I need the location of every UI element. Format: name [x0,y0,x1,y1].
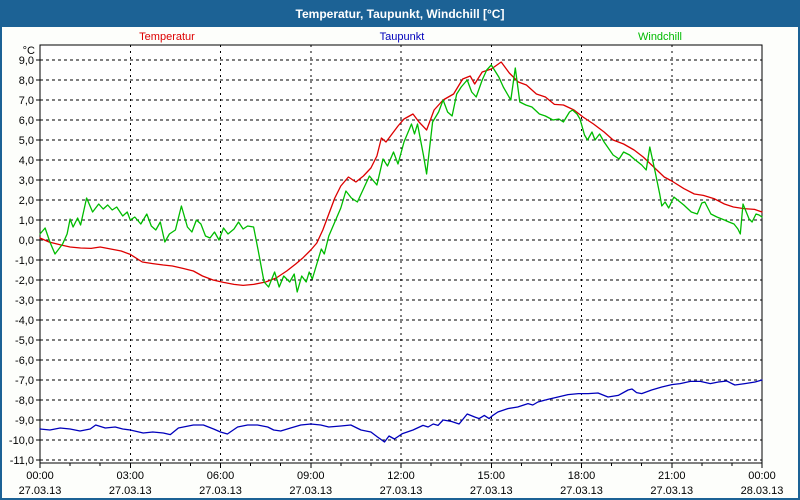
y-tick-label: 3,0 [19,175,34,187]
x-tick-date-label: 27.03.13 [650,485,693,497]
legend-taupunkt: Taupunkt [379,31,425,43]
y-tick-label: 6,0 [19,115,34,127]
x-tick-time-label: 18:00 [568,470,596,482]
y-tick-label: 0,0 [19,235,34,247]
x-tick-date-label: 27.03.13 [199,485,242,497]
x-tick-time-label: 21:00 [658,470,686,482]
x-tick-time-label: 12:00 [387,470,415,482]
x-tick-time-label: 03:00 [116,470,144,482]
x-tick-time-label: 15:00 [477,470,505,482]
y-tick-label: -6,0 [15,355,34,367]
y-tick-label: -3,0 [15,295,34,307]
x-tick-time-label: 06:00 [207,470,235,482]
x-tick-date-label: 27.03.13 [109,485,152,497]
y-tick-label: 8,0 [19,75,34,87]
y-tick-label: 7,0 [19,95,34,107]
y-tick-label: 9,0 [19,55,34,67]
y-tick-label: -1,0 [15,255,34,267]
x-tick-time-label: 00:00 [748,470,776,482]
y-tick-label: -8,0 [15,395,34,407]
y-axis-unit-label: °C [22,45,35,57]
y-tick-label: -2,0 [15,275,34,287]
y-tick-label: -10,0 [9,435,34,447]
y-tick-label: 1,0 [19,215,34,227]
y-tick-label: -4,0 [15,315,34,327]
x-tick-date-label: 27.03.13 [470,485,513,497]
x-tick-date-label: 27.03.13 [19,485,62,497]
series-line-temperatur [39,61,763,287]
x-tick-date-label: 27.03.13 [560,485,603,497]
y-tick-label: -11,0 [10,455,34,467]
x-tick-time-label: 09:00 [297,470,325,482]
x-tick-date-label: 27.03.13 [380,485,423,497]
plot-frame [39,44,763,464]
series-line-windchill [39,64,763,293]
chart-title-bar: Temperatur, Taupunkt, Windchill [°C] [2,2,798,27]
x-tick-date-label: 28.03.13 [741,485,784,497]
x-tick-date-label: 27.03.13 [289,485,332,497]
y-tick-label: 2,0 [19,195,34,207]
y-tick-label: 4,0 [19,155,34,167]
x-tick-time-label: 00:00 [26,470,54,482]
y-tick-label: -9,0 [15,415,34,427]
legend-temperatur: Temperatur [139,31,195,43]
legend-windchill: Windchill [637,31,683,43]
chart-title: Temperatur, Taupunkt, Windchill [°C] [295,7,505,21]
y-tick-label: 5,0 [19,135,34,147]
series-line-taupunkt [39,379,763,443]
y-tick-label: -7,0 [15,375,34,387]
y-tick-label: -5,0 [15,335,34,347]
